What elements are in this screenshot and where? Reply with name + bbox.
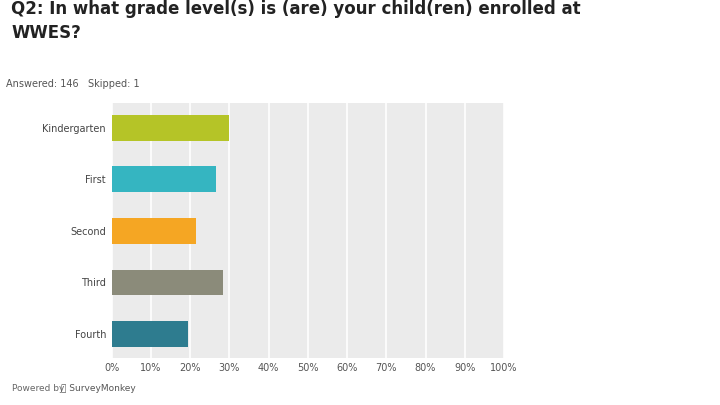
- Text: Q2: In what grade level(s) is (are) your child(ren) enrolled at
WWES?: Q2: In what grade level(s) is (are) your…: [11, 0, 580, 42]
- Bar: [112, 166, 215, 192]
- Bar: [112, 115, 230, 141]
- Bar: [112, 269, 223, 295]
- Bar: [112, 218, 196, 244]
- Text: Answered: 146   Skipped: 1: Answered: 146 Skipped: 1: [6, 79, 140, 89]
- Text: ⛰ SurveyMonkey: ⛰ SurveyMonkey: [61, 384, 136, 393]
- Bar: [112, 321, 188, 347]
- Text: Powered by: Powered by: [12, 384, 64, 393]
